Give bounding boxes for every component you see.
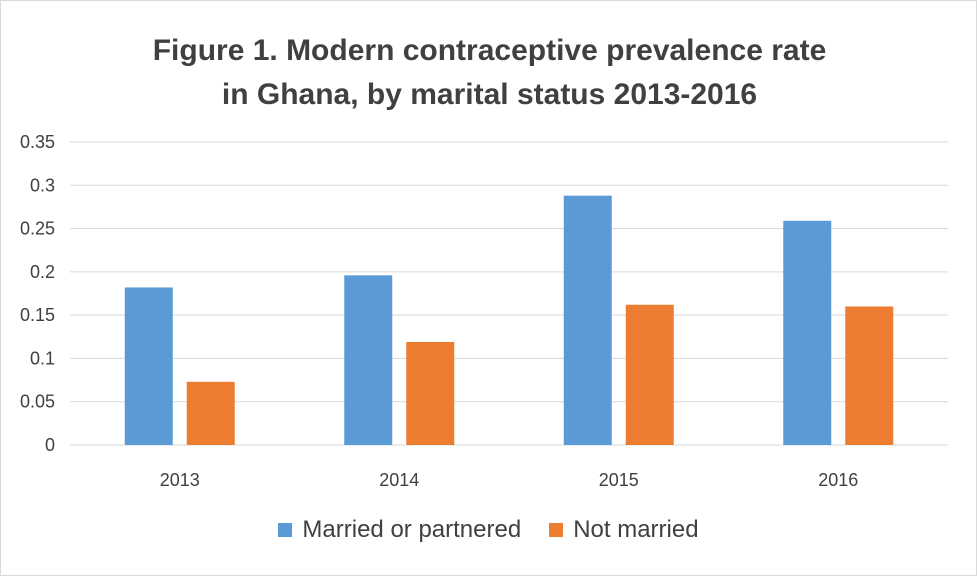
legend-label-married: Married or partnered — [302, 516, 522, 543]
y-tick-label: 0.25 — [20, 219, 55, 239]
legend-swatch-not-married — [549, 523, 564, 537]
bar-married-2015 — [563, 195, 612, 445]
bar-married-2014 — [344, 275, 393, 445]
chart-title-line-1: Figure 1. Modern contraceptive prevalenc… — [152, 34, 827, 67]
x-tick-label: 2015 — [599, 470, 639, 490]
y-tick-label: 0.05 — [20, 392, 55, 412]
x-tick-label: 2014 — [379, 470, 419, 490]
bar-not-married-2014 — [406, 341, 455, 445]
legend-item-married: Married or partnered — [278, 516, 521, 544]
legend-item-not-married: Not married — [549, 516, 699, 544]
bar-not-married-2016 — [845, 306, 894, 445]
bar-married-2016 — [783, 220, 832, 445]
y-tick-label: 0.15 — [20, 305, 55, 325]
bar-married-2013 — [124, 287, 173, 445]
bar-not-married-2013 — [186, 381, 235, 445]
legend: Married or partnered Not married — [0, 516, 977, 544]
y-tick-label: 0 — [45, 435, 55, 455]
x-tick-label: 2013 — [160, 470, 200, 490]
chart-title: Figure 1. Modern contraceptive prevalenc… — [61, 29, 918, 117]
bar-not-married-2015 — [625, 304, 674, 445]
y-tick-label: 0.2 — [30, 262, 55, 282]
chart-title-line-2: in Ghana, by marital status 2013-2016 — [221, 78, 758, 111]
legend-swatch-married — [278, 523, 293, 537]
y-tick-label: 0.3 — [30, 175, 55, 195]
y-tick-label: 0.1 — [30, 348, 55, 368]
x-tick-label: 2016 — [818, 470, 858, 490]
legend-label-not-married: Not married — [573, 516, 699, 543]
y-tick-label: 0.35 — [20, 132, 55, 152]
